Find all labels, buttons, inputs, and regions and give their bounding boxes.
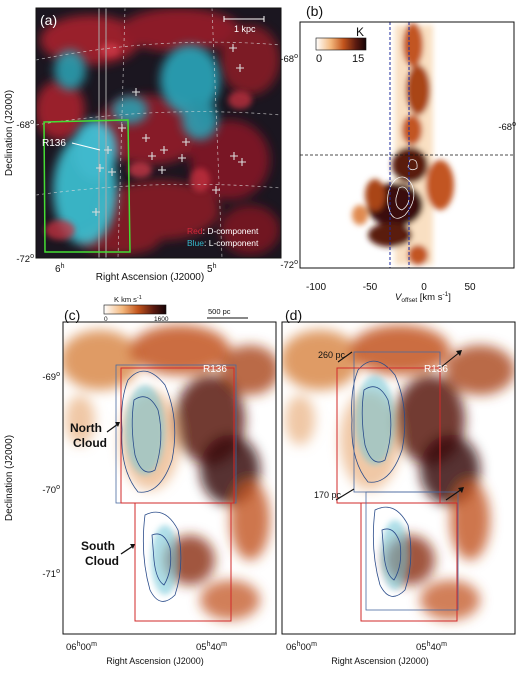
panel-c-xtick-1: 05h40m [196, 641, 227, 653]
panel-a-xtick-1: 5h [207, 263, 217, 275]
panel-c-ylabel: Declination (J2000) [4, 435, 15, 521]
panel-a-legend-blue: Blue: L-component [187, 238, 259, 248]
panel-a-ytick-0: -68o [16, 119, 34, 131]
panel-b-xtick-3: 50 [464, 282, 476, 293]
panel-b-label: (b) [306, 3, 323, 19]
panel-a: (a) 1 kpc R136 Red: D-component Blue: L-… [4, 7, 282, 283]
panel-c-colorbar-max: 1600 [154, 316, 169, 323]
panel-d-frame [281, 321, 516, 635]
panel-c-xlabel: Right Ascension (J2000) [106, 656, 204, 666]
panel-d-contours [351, 360, 412, 597]
panel-c-emission [63, 325, 276, 620]
panel-a-ylabel: Declination (J2000) [4, 90, 15, 176]
panel-a-r136-label: R136 [42, 138, 66, 149]
panel-c-frame [62, 321, 277, 635]
panel-a-xlabel: Right Ascension (J2000) [96, 272, 204, 283]
panel-a-scalebar-label: 1 kpc [234, 24, 256, 34]
panel-b-colorbar [315, 37, 367, 51]
panel-d-arrow-170-left [335, 488, 355, 501]
panel-c-south-cloud-label: South Cloud [81, 539, 119, 568]
panel-c-scalebar-label: 500 pc [208, 307, 231, 316]
panel-a-green-box [43, 119, 131, 253]
panel-d-red-box-south [360, 502, 458, 622]
panel-b-xtick-1: -50 [363, 282, 378, 293]
panel-d-xtick-1: 05h40m [416, 641, 447, 653]
panel-b-colorbar-unit: K [356, 25, 364, 39]
panel-b-colorbar-min: 0 [316, 53, 322, 65]
panel-d-xtick-0: 06h00m [286, 641, 317, 653]
panel-b-contours [387, 159, 418, 219]
panel-b-ytick-2: -68o [498, 121, 516, 133]
panel-b-xlabel: Voffset [km s-1] [395, 291, 451, 304]
panel-c-ytick-2: -71o [42, 568, 60, 580]
panel-b-xtick-0: -100 [306, 282, 326, 293]
panel-c-south-cloud-arrow [120, 545, 134, 555]
panel-c-colorbar [103, 304, 167, 315]
panel-a-ytick-1: -72o [16, 253, 34, 265]
panel-a-markers [92, 44, 246, 216]
panel-c-north-cloud-label: North Cloud [70, 421, 107, 450]
panel-c-xtick-0: 06h00m [66, 641, 97, 653]
panel-b-ytick-1: -72o [280, 259, 298, 271]
panel-b: (b) K 0 15 -68o -72o -68o -100 -50 0 50 … [280, 3, 516, 304]
panel-d-arrow-260-right [439, 351, 461, 369]
panel-b-colorbar-max: 15 [352, 53, 364, 65]
panel-d-label: (d) [285, 307, 302, 323]
panel-c-ytick-0: -69o [42, 371, 60, 383]
panel-d-r136-label: R136 [424, 364, 448, 375]
panel-c-label: (c) [64, 307, 80, 323]
panel-b-ytick-0: -68o [280, 53, 298, 65]
panel-d: (d) 260 pc 170 pc R136 06h00m 05h40m Rig… [281, 307, 516, 666]
panel-c-r136-label: R136 [203, 364, 227, 375]
panel-c-contours [121, 370, 182, 602]
panel-a-legend-red: Red: D-component [187, 226, 259, 236]
panel-c-ytick-1: -70o [42, 484, 60, 496]
panel-c: (c) K km s-1 0 1600 500 pc R136 North Clo… [4, 295, 277, 666]
panel-d-blue-box-south [365, 491, 459, 611]
panel-b-frame [299, 21, 515, 269]
panel-d-emission [282, 325, 515, 620]
panel-a-emission [36, 8, 281, 258]
panel-c-red-box-south [134, 502, 232, 622]
panel-c-colorbar-unit: K km s-1 [114, 295, 142, 304]
panel-d-arrow-170-right [445, 488, 463, 501]
panel-d-annot-170: 170 pc [314, 490, 342, 500]
panel-d-annot-260: 260 pc [318, 350, 346, 360]
panel-c-colorbar-min: 0 [104, 316, 108, 323]
panel-a-xtick-0: 6h [55, 263, 65, 275]
panel-b-xtick-2: 0 [421, 282, 427, 293]
panel-c-north-cloud-arrow [106, 423, 119, 433]
panel-a-frame [35, 7, 282, 259]
panel-a-label: (a) [40, 12, 57, 28]
panel-d-arrow-260-left [337, 351, 353, 363]
panel-d-xlabel: Right Ascension (J2000) [331, 656, 429, 666]
